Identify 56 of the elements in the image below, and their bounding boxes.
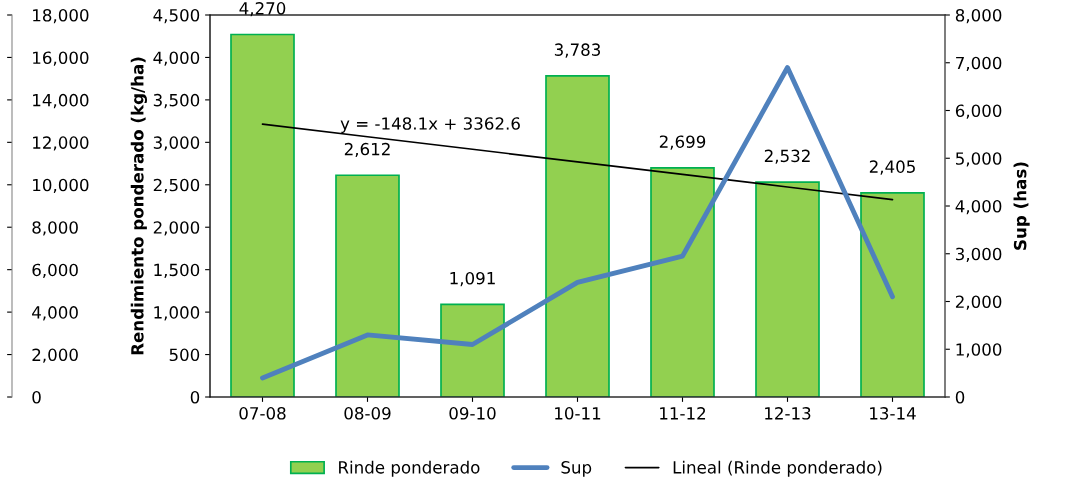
y2-tick-label: 2,000 [955,295,1002,310]
y-tick-label: 4,500 [153,8,200,24]
legend-label: Rinde ponderado [339,460,480,477]
bar [545,75,610,397]
y-tick-label: 0 [190,390,200,404]
y2-tick-label: 8,000 [955,8,1002,24]
y-tick-label: 1,000 [154,306,200,321]
x-tick-label: 07-08 [239,407,286,420]
bar [335,174,400,397]
x-tick-label: 11-12 [660,407,706,420]
y-tick-label: 1,500 [154,263,200,278]
bar [755,181,820,397]
y2-tick-label: 6,000 [955,104,1002,119]
x-tick-label: 13-14 [870,407,916,420]
y3-tick-label: 0 [32,390,41,404]
data-label: 2,699 [659,135,706,150]
y-tick-label: 4,000 [153,51,200,66]
bar [230,33,295,397]
y3-tick-label: 10,000 [33,178,89,194]
x-tick-label: 08-09 [344,407,391,420]
y3-tick-label: 14,000 [33,93,89,109]
y-tick-label: 2,500 [153,178,200,194]
y3-tick-label: 4,000 [32,306,78,321]
y2-tick-label: 3,000 [955,247,1002,263]
data-label: 3,783 [554,43,601,58]
bar [860,192,925,397]
y2-axis-title: Sup (has) [1013,162,1030,250]
data-label: 2,405 [869,160,915,175]
x-tick-label: 12-13 [765,407,811,420]
annotation: y = -148.1x + 3362.6 [340,117,520,134]
data-label: 2,532 [764,149,810,164]
y-tick-label: 2,000 [153,221,200,236]
data-label: 2,612 [344,142,390,158]
y2-tick-label: 0 [955,390,965,404]
y-tick-label: 3,500 [153,93,200,109]
y3-tick-label: 6,000 [32,263,78,278]
y-tick-label: 3,000 [153,136,200,151]
y-tick-label: 500 [169,348,200,362]
y2-tick-label: 4,000 [955,199,1002,215]
y3-tick-label: 8,000 [32,221,78,236]
y3-tick-label: 16,000 [33,51,89,66]
y2-tick-label: 7,000 [956,56,1002,72]
legend-label: Sup [561,461,592,477]
y3-tick-label: 12,000 [33,136,89,151]
y-axis-title: Rendimiento ponderado (kg/ha) [130,57,148,355]
y2-tick-label: 5,000 [956,152,1002,167]
legend-label: Lineal (Rinde ponderado) [673,460,882,477]
data-label: 1,091 [450,271,495,287]
y3-tick-label: 2,000 [32,348,78,363]
x-tick-label: 09-10 [449,407,496,420]
bar [440,303,505,397]
data-label: 4,270 [239,2,286,17]
bar [650,167,715,397]
y3-tick-label: 18,000 [33,8,89,24]
y2-tick-label: 1,000 [956,343,1002,358]
x-tick-label: 10-11 [555,407,601,420]
